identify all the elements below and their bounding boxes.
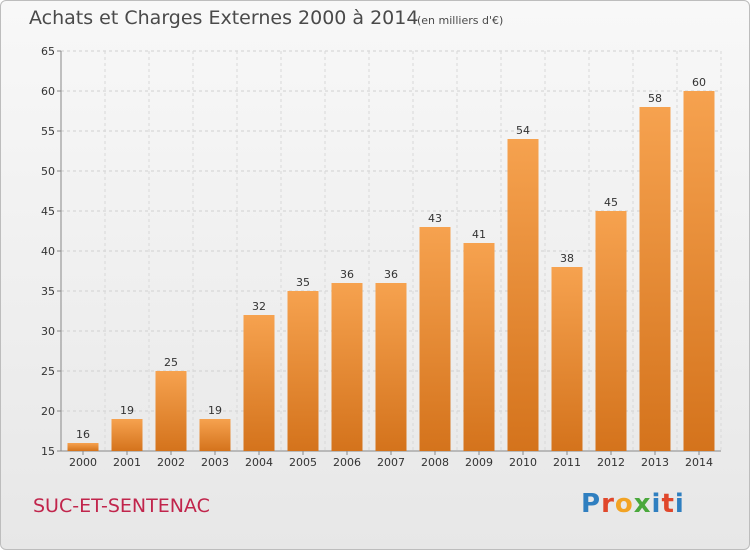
data-label: 58: [648, 92, 662, 105]
x-tick-label: 2008: [421, 456, 449, 469]
proxiti-logo: Proxiti: [581, 489, 685, 519]
data-label: 19: [208, 404, 222, 417]
x-tick-label: 2003: [201, 456, 229, 469]
x-tick-label: 2010: [509, 456, 537, 469]
bar-2007: [375, 283, 407, 451]
bar-2005: [287, 291, 319, 451]
bar-2014: [683, 91, 715, 451]
data-label: 19: [120, 404, 134, 417]
x-tick-label: 2001: [113, 456, 141, 469]
y-tick-label: 50: [41, 165, 55, 178]
bar-2011: [551, 267, 583, 451]
bar-2006: [331, 283, 363, 451]
x-tick-label: 2012: [597, 456, 625, 469]
data-label: 35: [296, 276, 310, 289]
y-tick-label: 15: [41, 445, 55, 458]
y-tick-label: 60: [41, 85, 55, 98]
bar-2002: [155, 371, 187, 451]
data-label: 43: [428, 212, 442, 225]
bar-2004: [243, 315, 275, 451]
bar-2001: [111, 419, 143, 451]
x-tick-label: 2013: [641, 456, 669, 469]
x-tick-label: 2004: [245, 456, 273, 469]
bar-2013: [639, 107, 671, 451]
x-tick-label: 2002: [157, 456, 185, 469]
y-tick-label: 35: [41, 285, 55, 298]
x-tick-label: 2005: [289, 456, 317, 469]
x-tick-label: 2011: [553, 456, 581, 469]
y-tick-label: 40: [41, 245, 55, 258]
y-tick-label: 55: [41, 125, 55, 138]
data-label: 36: [340, 268, 354, 281]
bar-2010: [507, 139, 539, 451]
x-tick-label: 2009: [465, 456, 493, 469]
bar-2012: [595, 211, 627, 451]
x-tick-label: 2006: [333, 456, 361, 469]
data-label: 36: [384, 268, 398, 281]
data-label: 60: [692, 76, 706, 89]
data-label: 54: [516, 124, 530, 137]
bar-2009: [463, 243, 495, 451]
data-label: 38: [560, 252, 574, 265]
bar-2008: [419, 227, 451, 451]
y-tick-label: 30: [41, 325, 55, 338]
y-tick-label: 45: [41, 205, 55, 218]
data-label: 16: [76, 428, 90, 441]
chart-unit: (en milliers d'€): [417, 14, 504, 27]
commune-name: SUC-ET-SENTENAC: [33, 495, 210, 517]
x-tick-label: 2000: [69, 456, 97, 469]
y-tick-label: 20: [41, 405, 55, 418]
bar-2000: [67, 443, 99, 451]
data-label: 32: [252, 300, 266, 313]
x-tick-label: 2007: [377, 456, 405, 469]
chart-title: Achats et Charges Externes 2000 à 2014: [29, 7, 419, 29]
data-label: 45: [604, 196, 618, 209]
y-tick-label: 65: [41, 45, 55, 58]
data-label: 25: [164, 356, 178, 369]
x-tick-label: 2014: [685, 456, 713, 469]
bar-2003: [199, 419, 231, 451]
data-label: 41: [472, 228, 486, 241]
y-tick-label: 25: [41, 365, 55, 378]
